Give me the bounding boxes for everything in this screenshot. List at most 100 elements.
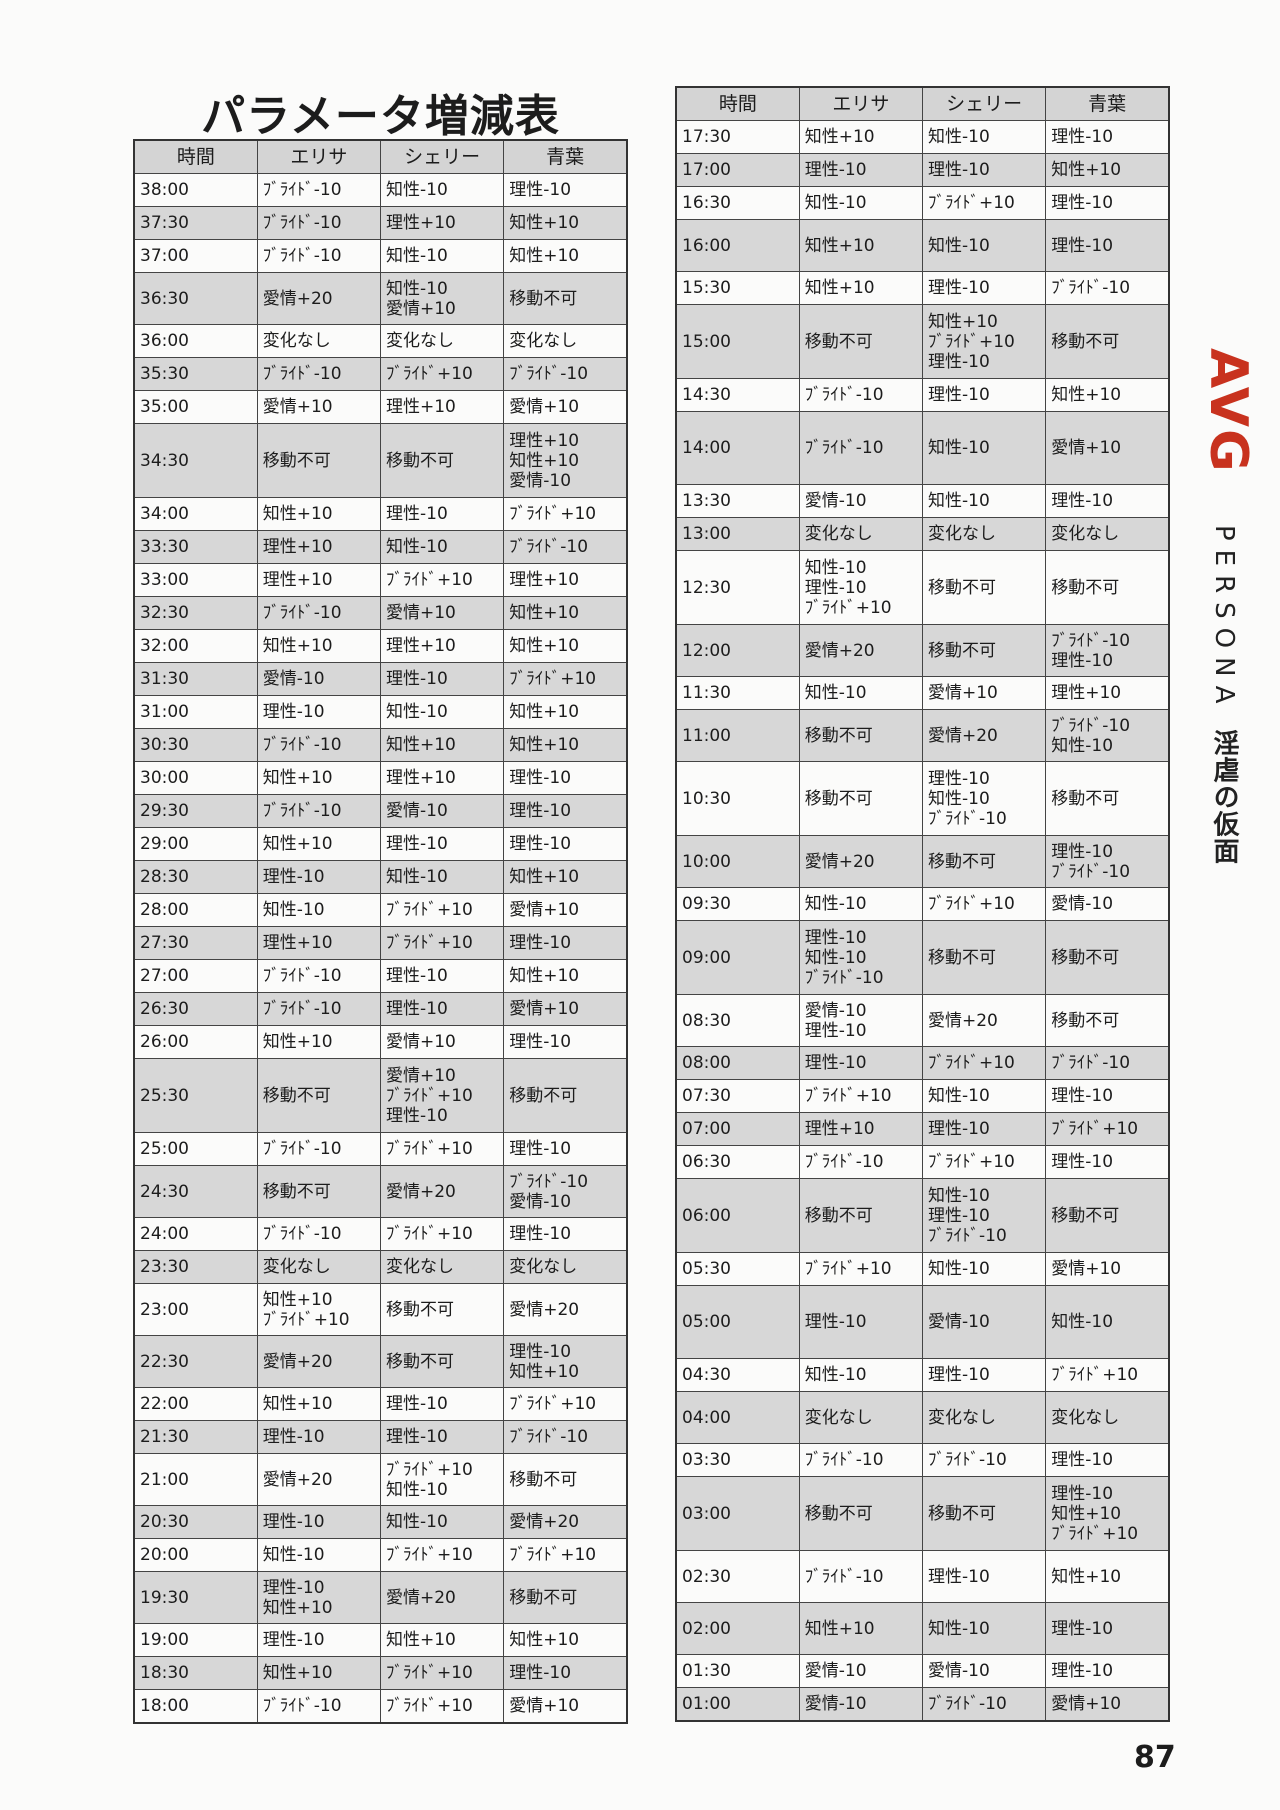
header-shelly: シェリー [379,139,505,174]
side-label-title: PERSONA 淫虐の仮面 [1206,525,1243,865]
time-cell: 02:30 [675,1550,800,1603]
elisa-cell: ﾌﾞﾗｲﾄﾞ-10 [256,992,382,1026]
aoba-cell: 変化なし [1045,1391,1170,1444]
aoba-cell: ﾌﾞﾗｲﾄﾞ+10 [503,1387,628,1421]
table-row: 03:00 移動不可 移動不可 理性-10 知性+10 ﾌﾞﾗｲﾄﾞ+10 [675,1476,1170,1551]
time-cell: 24:00 [133,1217,258,1251]
time-cell: 26:00 [133,1025,258,1059]
elisa-cell: ﾌﾞﾗｲﾄﾞ+10 [798,1252,924,1286]
time-cell: 07:00 [675,1112,800,1146]
shelly-cell: 理性-10 [379,662,505,696]
table-row: 26:00 知性+10 愛情+10 理性-10 [133,1025,628,1059]
elisa-cell: 移動不可 [798,1476,924,1551]
aoba-cell: 理性-10 [1045,219,1170,272]
table-header-row: 時間 エリサ シェリー 青葉 [133,139,628,174]
elisa-cell: 理性-10 [256,860,382,894]
elisa-cell: ﾌﾞﾗｲﾄﾞ-10 [256,959,382,993]
shelly-cell: 知性+10 [379,728,505,762]
shelly-cell: ﾌﾞﾗｲﾄﾞ+10 [921,1145,1047,1179]
elisa-cell: 愛情-10 [798,1654,924,1688]
shelly-cell: 移動不可 [379,423,505,498]
aoba-cell: 愛情+10 [1045,1252,1170,1286]
time-cell: 38:00 [133,173,258,207]
aoba-cell: ﾌﾞﾗｲﾄﾞ-10 知性-10 [1045,709,1170,762]
table-row: 33:00 理性+10 ﾌﾞﾗｲﾄﾞ+10 理性+10 [133,563,628,597]
elisa-cell: 理性-10 知性-10 ﾌﾞﾗｲﾄﾞ-10 [798,920,924,995]
time-cell: 03:30 [675,1443,800,1477]
elisa-cell: 理性-10 [256,695,382,729]
aoba-cell: 愛情+10 [503,992,628,1026]
elisa-cell: 知性-10 [798,1358,924,1392]
time-cell: 11:30 [675,676,800,710]
header-aoba: 青葉 [503,139,628,174]
table-row: 30:30 ﾌﾞﾗｲﾄﾞ-10 知性+10 知性+10 [133,728,628,762]
aoba-cell: 理性-10 ﾌﾞﾗｲﾄﾞ-10 [1045,835,1170,888]
table-row: 37:30 ﾌﾞﾗｲﾄﾞ-10 理性+10 知性+10 [133,206,628,240]
table-row: 34:00 知性+10 理性-10 ﾌﾞﾗｲﾄﾞ+10 [133,497,628,531]
time-cell: 12:30 [675,550,800,625]
time-cell: 29:00 [133,827,258,861]
table-row: 07:30 ﾌﾞﾗｲﾄﾞ+10 知性-10 理性-10 [675,1079,1170,1113]
shelly-cell: 理性-10 [379,992,505,1026]
time-cell: 09:00 [675,920,800,995]
table-row: 22:30 愛情+20 移動不可 理性-10 知性+10 [133,1335,628,1388]
aoba-cell: 知性+10 [503,728,628,762]
elisa-cell: 理性-10 [256,1420,382,1454]
elisa-cell: ﾌﾞﾗｲﾄﾞ-10 [798,378,924,412]
aoba-cell: 理性-10 [503,1217,628,1251]
aoba-cell: ﾌﾞﾗｲﾄﾞ-10 [503,1420,628,1454]
shelly-cell: ﾌﾞﾗｲﾄﾞ+10 [379,563,505,597]
elisa-cell: 知性+10 [256,497,382,531]
time-cell: 16:00 [675,219,800,272]
time-cell: 24:30 [133,1165,258,1218]
table-row: 16:30 知性-10 ﾌﾞﾗｲﾄﾞ+10 理性-10 [675,186,1170,220]
time-cell: 13:30 [675,484,800,518]
shelly-cell: 愛情+20 [921,709,1047,762]
elisa-cell: 知性-10 [256,893,382,927]
table-row: 21:00 愛情+20 ﾌﾞﾗｲﾄﾞ+10 知性-10 移動不可 [133,1453,628,1506]
elisa-cell: 理性-10 [256,1623,382,1657]
table-header-row: 時間 エリサ シェリー 青葉 [675,86,1170,121]
shelly-cell: 愛情+10 [379,1025,505,1059]
aoba-cell: 理性+10 [503,563,628,597]
elisa-cell: 移動不可 [256,1058,382,1133]
aoba-cell: 知性+10 [1045,153,1170,187]
time-cell: 27:00 [133,959,258,993]
aoba-cell: ﾌﾞﾗｲﾄﾞ-10 [1045,271,1170,305]
elisa-cell: 愛情-10 [256,662,382,696]
table-row: 35:00 愛情+10 理性+10 愛情+10 [133,390,628,424]
side-label-avg: AVG [1198,348,1258,474]
elisa-cell: ﾌﾞﾗｲﾄﾞ-10 [256,1132,382,1166]
time-cell: 28:30 [133,860,258,894]
aoba-cell: 理性-10 [503,1025,628,1059]
table-row: 15:30 知性+10 理性-10 ﾌﾞﾗｲﾄﾞ-10 [675,271,1170,305]
elisa-cell: ﾌﾞﾗｲﾄﾞ-10 [256,794,382,828]
aoba-cell: 移動不可 [1045,761,1170,836]
aoba-cell: 理性-10 [1045,1079,1170,1113]
time-cell: 10:30 [675,761,800,836]
time-cell: 32:00 [133,629,258,663]
elisa-cell: 理性-10 [256,1505,382,1539]
shelly-cell: 愛情+20 [379,1165,505,1218]
aoba-cell: 理性-10 知性+10 ﾌﾞﾗｲﾄﾞ+10 [1045,1476,1170,1551]
header-time: 時間 [133,139,258,174]
table-row: 18:00 ﾌﾞﾗｲﾄﾞ-10 ﾌﾞﾗｲﾄﾞ+10 愛情+10 [133,1689,628,1724]
time-cell: 21:00 [133,1453,258,1506]
elisa-cell: 愛情+20 [798,835,924,888]
elisa-cell: 知性+10 [256,1656,382,1690]
time-cell: 05:00 [675,1285,800,1359]
header-elisa: エリサ [256,139,382,174]
shelly-cell: ﾌﾞﾗｲﾄﾞ+10 [379,893,505,927]
table-row: 20:00 知性-10 ﾌﾞﾗｲﾄﾞ+10 ﾌﾞﾗｲﾄﾞ+10 [133,1538,628,1572]
side-label-subtitle: 淫虐の仮面 [1209,729,1239,865]
elisa-cell: ﾌﾞﾗｲﾄﾞ-10 [798,1550,924,1603]
elisa-cell: 愛情+20 [256,1453,382,1506]
shelly-cell: 理性-10 [921,153,1047,187]
shelly-cell: 変化なし [379,324,505,358]
elisa-cell: ﾌﾞﾗｲﾄﾞ-10 [256,357,382,391]
table-row: 11:00 移動不可 愛情+20 ﾌﾞﾗｲﾄﾞ-10 知性-10 [675,709,1170,762]
aoba-cell: ﾌﾞﾗｲﾄﾞ+10 [503,497,628,531]
table-row: 17:00 理性-10 理性-10 知性+10 [675,153,1170,187]
shelly-cell: 変化なし [379,1250,505,1284]
time-cell: 18:30 [133,1656,258,1690]
